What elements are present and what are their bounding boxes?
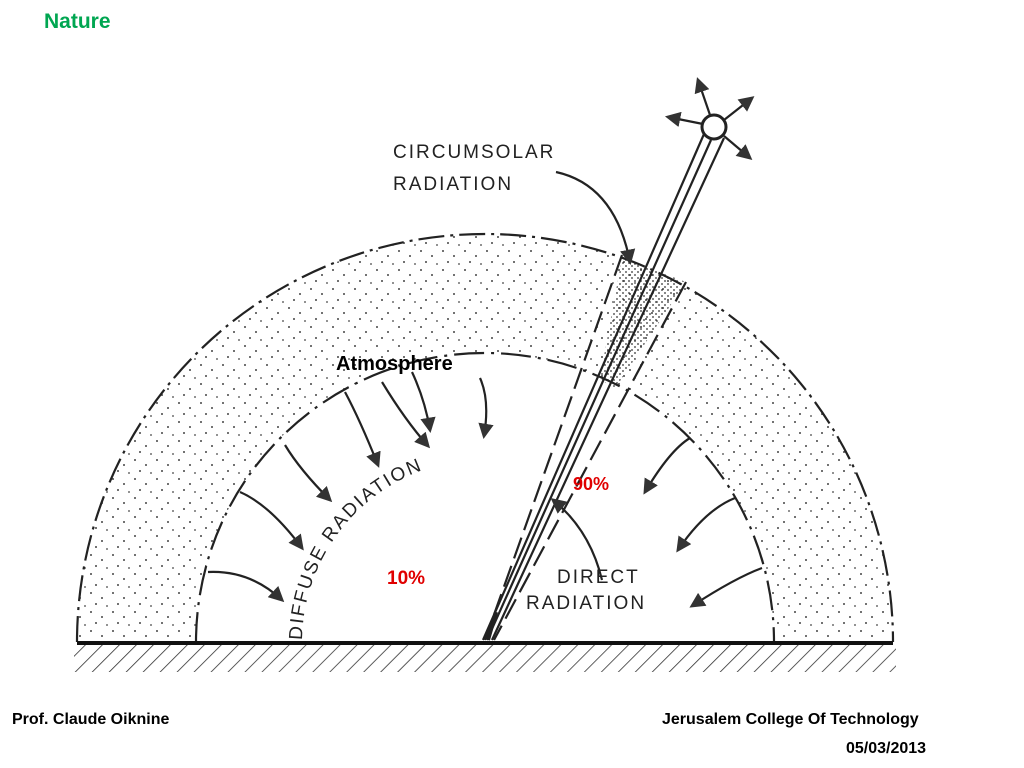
- footer-author: Prof. Claude Oiknine: [12, 711, 169, 728]
- direct-label: RADIATION: [526, 593, 646, 614]
- sun: [700, 113, 728, 141]
- circumsolar-label: CIRCUMSOLAR: [393, 142, 555, 163]
- diffuse-label-path: DIFFUSE RADIATION: [286, 455, 424, 641]
- atmosphere-label: Atmosphere: [336, 353, 453, 375]
- inner-arc: [194, 351, 776, 643]
- circumsolar-region: [600, 258, 686, 390]
- slide-title: Nature: [44, 10, 111, 33]
- circumsolar-leader: [555, 170, 636, 266]
- direct-beam: [481, 133, 725, 641]
- beam-tip: [486, 611, 498, 641]
- circumsolar-bounds: [483, 254, 687, 641]
- circumsolar-label: RADIATION: [393, 174, 513, 195]
- footer-date: 05/03/2013: [846, 740, 926, 757]
- diffuse-arrows: [207, 371, 763, 608]
- footer-institution: Jerusalem College Of Technology: [662, 711, 919, 728]
- diffuse-label: DIFFUSE RADIATION: [286, 455, 426, 641]
- direct-leader: [550, 498, 604, 581]
- diffuse-share: 10%: [387, 568, 425, 589]
- sun-rays: [664, 77, 755, 160]
- atmosphere-band: [77, 234, 893, 642]
- ground: [74, 644, 896, 672]
- direct-label: DIRECT: [557, 567, 640, 588]
- direct-share: 90%: [573, 474, 609, 494]
- outer-arc: [75, 232, 895, 643]
- diagram: CIRCUMSOLAR RADIATION Atmosphere DIFFUSE…: [74, 77, 896, 672]
